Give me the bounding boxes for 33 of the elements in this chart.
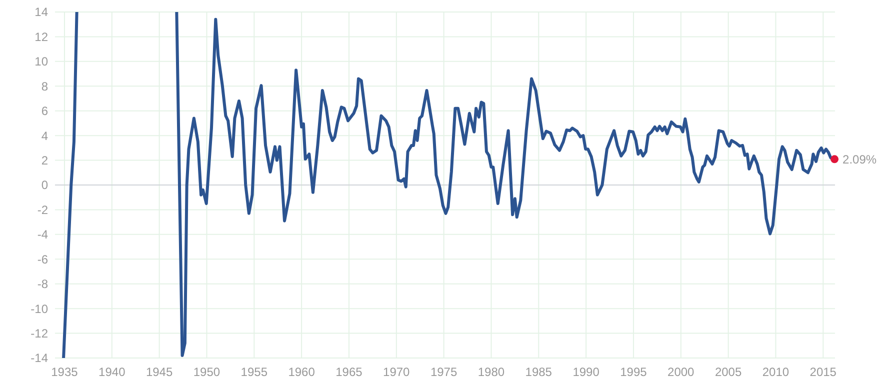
x-tick-label: 2005 [714, 365, 742, 379]
x-tick-label: 1980 [478, 365, 505, 379]
x-tick-label: 1965 [336, 365, 363, 379]
x-tick-label: 1960 [288, 365, 316, 379]
y-tick-label: -2 [37, 202, 48, 217]
x-tick-label: 1975 [430, 365, 458, 379]
x-tick-label: 1985 [525, 365, 552, 379]
y-tick-label: 10 [34, 54, 48, 69]
y-tick-label: -10 [30, 302, 48, 316]
y-tick-label: 4 [41, 128, 48, 143]
x-tick-label: 2000 [668, 365, 695, 379]
x-tick-label: 2015 [810, 365, 837, 379]
y-tick-label: -14 [30, 351, 48, 366]
y-tick-label: 2 [41, 153, 48, 168]
x-tick-label: 1995 [620, 365, 648, 379]
y-tick-label: -12 [30, 326, 48, 340]
y-tick-label: 8 [41, 79, 48, 94]
y-tick-label: -6 [37, 252, 48, 266]
y-tick-label: 0 [41, 178, 48, 192]
x-tick-label: 1940 [98, 365, 126, 379]
y-tick-label: -8 [37, 277, 48, 292]
x-tick-label: 1990 [572, 365, 600, 379]
y-tick-label: -4 [37, 228, 48, 242]
y-tick-label: 14 [34, 5, 48, 20]
x-tick-label: 1945 [146, 365, 173, 379]
y-tick-label: 12 [34, 30, 48, 44]
x-tick-label: 1970 [383, 365, 410, 379]
x-tick-label: 1955 [240, 365, 268, 379]
y-tick-label: 6 [41, 104, 48, 118]
x-tick-label: 1935 [51, 365, 78, 379]
x-tick-label: 2010 [762, 365, 790, 379]
annotation: 2.09% [842, 152, 877, 166]
x-tick-label: 1950 [193, 365, 220, 379]
